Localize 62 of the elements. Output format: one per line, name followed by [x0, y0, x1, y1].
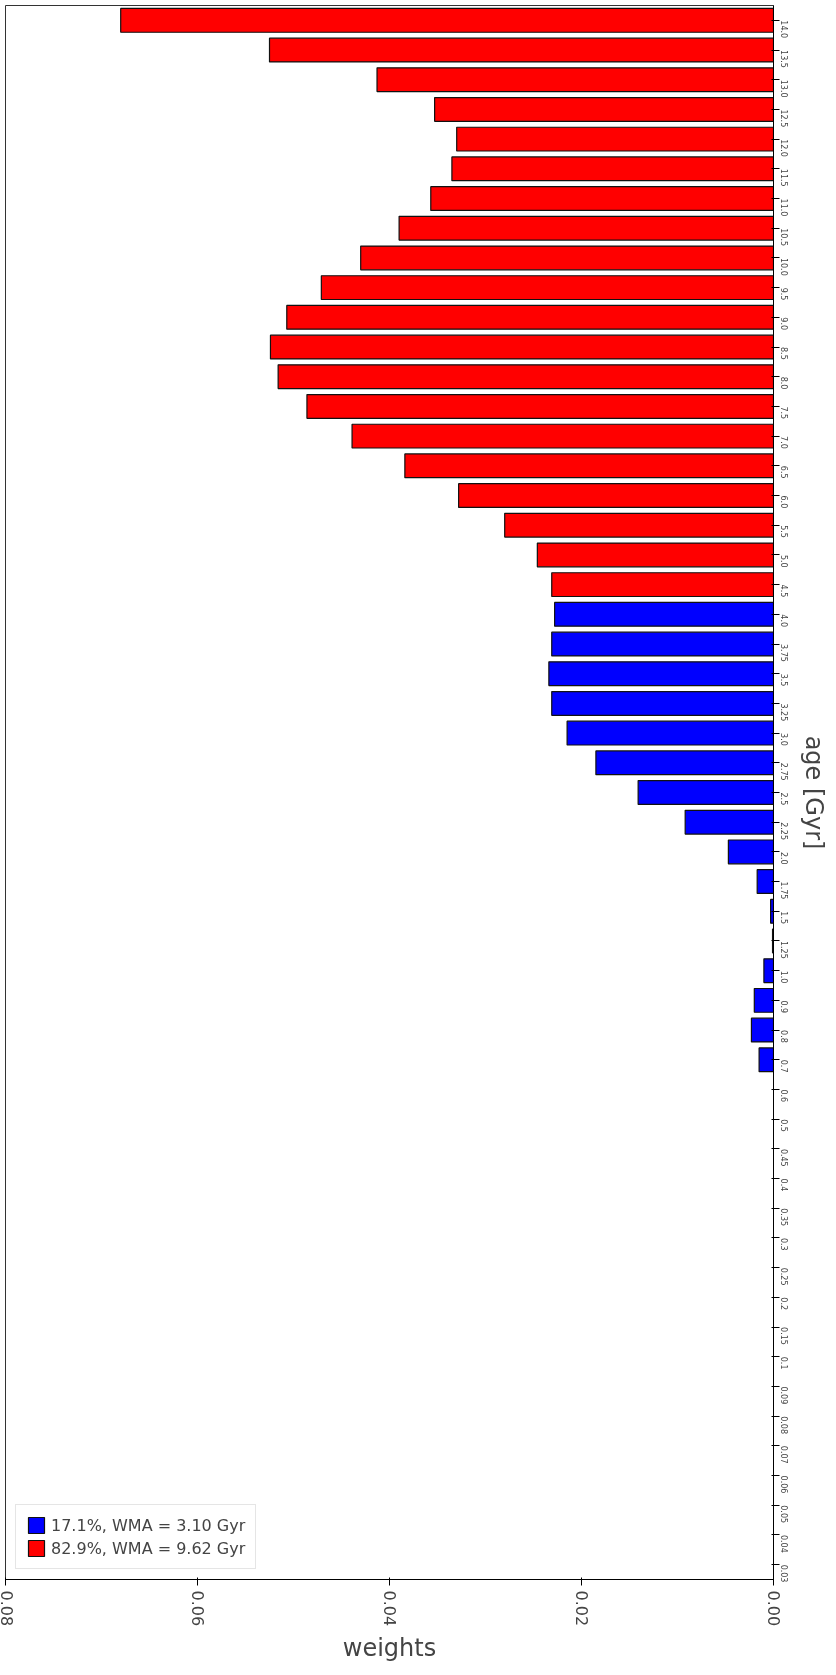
y-tick-label: 8.0 — [779, 376, 788, 390]
x-tick-label: 0.04 — [379, 1590, 399, 1627]
y-tick-label: 9.0 — [779, 317, 788, 331]
y-tick-label: 3.75 — [779, 644, 788, 662]
y-tick-label: 13.5 — [779, 50, 788, 68]
x-axis-title: weights — [342, 1634, 437, 1663]
y-tick-label: 3.0 — [779, 733, 788, 746]
y-tick-label: 3.25 — [779, 703, 788, 722]
y-tick-label: 13.0 — [779, 79, 788, 98]
y-tick-label: 0.08 — [779, 1416, 788, 1434]
y-tick-label: 5.5 — [779, 525, 788, 538]
y-tick-label: 0.3 — [779, 1237, 788, 1251]
y-tick-label: 7.0 — [779, 436, 788, 449]
y-tick-label: 0.1 — [779, 1356, 788, 1370]
y-tick-label: 7.5 — [779, 406, 788, 420]
y-tick-label: 1.5 — [779, 911, 788, 925]
y-tick-label: 0.07 — [779, 1445, 788, 1464]
y-tick-label: 6.0 — [779, 495, 788, 509]
y-tick-label: 3.5 — [779, 673, 788, 687]
x-tick-label: 0.02 — [571, 1590, 591, 1627]
y-tick-label: 0.35 — [779, 1208, 788, 1227]
y-tick-label: 12.5 — [779, 109, 788, 128]
y-tick-label: 0.05 — [779, 1505, 788, 1524]
y-tick-label: 11.5 — [779, 168, 788, 187]
y-tick-label: 1.75 — [779, 881, 788, 900]
y-tick-label: 4.0 — [779, 614, 788, 628]
y-tick-label: 0.4 — [779, 1178, 788, 1192]
y-tick-label: 0.45 — [779, 1148, 788, 1167]
y-tick-label: 0.5 — [779, 1119, 788, 1132]
y-tick-label: 2.5 — [779, 792, 788, 806]
y-tick-label: 2.75 — [779, 762, 788, 781]
y-tick-label: 0.25 — [779, 1267, 788, 1286]
y-tick-label: 0.2 — [779, 1297, 788, 1311]
y-tick-label: 12.0 — [779, 139, 788, 157]
x-tick-label: 0.08 — [0, 1590, 16, 1627]
y-tick-label: 0.9 — [779, 1000, 788, 1014]
y-axis-title: age [Gyr] — [799, 735, 828, 850]
y-tick-label: 6.5 — [779, 465, 788, 479]
y-tick-label: 0.15 — [779, 1327, 788, 1345]
x-tick-label: 0.00 — [763, 1590, 783, 1627]
y-tick-label: 10.5 — [779, 228, 788, 247]
legend-label: 82.9%, WMA = 9.62 Gyr — [51, 1538, 246, 1558]
y-tick-label: 0.06 — [779, 1475, 788, 1494]
y-tick-label: 11.0 — [779, 198, 788, 217]
y-tick-label: 0.6 — [779, 1089, 788, 1103]
y-tick-label: 2.0 — [779, 851, 788, 865]
y-tick-label: 8.5 — [779, 347, 788, 360]
y-tick-label: 14.0 — [779, 20, 788, 39]
y-tick-label: 0.04 — [779, 1534, 788, 1553]
y-tick-label: 4.5 — [779, 584, 788, 598]
y-tick-label: 0.7 — [779, 1059, 788, 1073]
y-tick-label: 5.0 — [779, 554, 788, 568]
y-tick-label: 2.25 — [779, 822, 788, 841]
y-tick-label: 0.8 — [779, 1030, 788, 1043]
y-tick-label: 0.09 — [779, 1386, 788, 1405]
y-tick-label: 10.0 — [779, 257, 788, 276]
y-tick-label: 0.03 — [779, 1564, 788, 1583]
y-tick-label: 1.0 — [779, 970, 788, 984]
y-tick-label: 1.25 — [779, 940, 788, 959]
y-tick-label: 9.5 — [779, 287, 788, 301]
legend-label: 17.1%, WMA = 3.10 Gyr — [51, 1515, 246, 1535]
x-tick-label: 0.06 — [187, 1590, 207, 1627]
